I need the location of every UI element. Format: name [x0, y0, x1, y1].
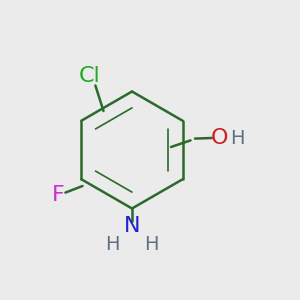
Text: H: H: [230, 128, 244, 148]
Text: H: H: [105, 235, 120, 254]
Text: O: O: [210, 128, 228, 148]
Text: Cl: Cl: [79, 67, 101, 86]
Text: H: H: [144, 235, 159, 254]
Text: N: N: [124, 217, 140, 236]
Text: F: F: [52, 185, 65, 205]
